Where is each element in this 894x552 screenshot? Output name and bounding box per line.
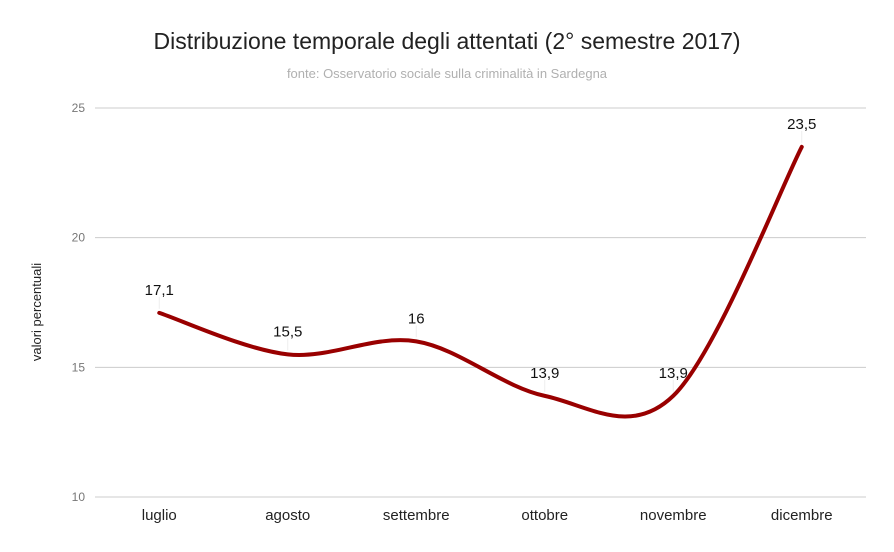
x-tick-label: ottobre (521, 507, 568, 524)
data-label: 13,9 (659, 365, 688, 382)
x-tick-label: luglio (142, 507, 177, 524)
data-label: 15,5 (273, 323, 302, 340)
x-tick-label: agosto (265, 507, 310, 524)
x-tick-label: settembre (383, 507, 450, 524)
data-label: 13,9 (530, 365, 559, 382)
y-tick-label: 10 (72, 490, 86, 504)
chart-title: Distribuzione temporale degli attentati … (153, 28, 741, 54)
x-tick-label: dicembre (771, 507, 833, 524)
y-tick-label: 15 (72, 360, 86, 374)
data-label: 16 (408, 310, 425, 327)
x-tick-label: novembre (640, 507, 707, 524)
data-line (157, 144, 804, 419)
y-axis-label: valori percentuali (29, 263, 44, 361)
data-label: 23,5 (787, 116, 816, 133)
y-tick-label: 20 (72, 231, 86, 245)
chart-subtitle: fonte: Osservatorio sociale sulla crimin… (286, 66, 608, 81)
data-label: 17,1 (145, 282, 174, 299)
y-tick-label: 25 (72, 101, 86, 115)
